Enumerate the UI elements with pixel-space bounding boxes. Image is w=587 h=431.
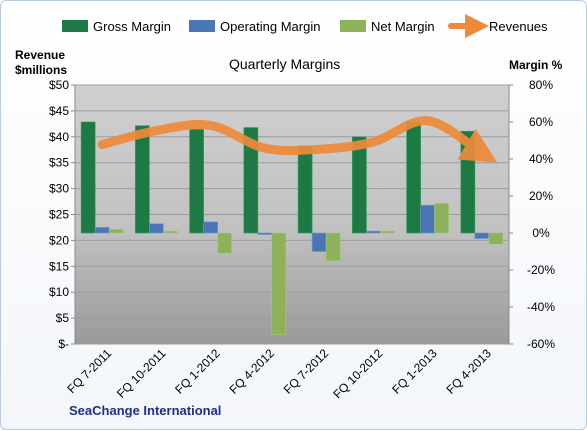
left-axis-tick-label: $30 bbox=[49, 182, 69, 196]
left-axis-title-line2: $millions bbox=[15, 63, 67, 77]
bar-net-margin bbox=[434, 203, 449, 234]
legend-swatch-net-margin bbox=[340, 20, 366, 32]
x-axis-tick-label: FQ 10-2011 bbox=[114, 346, 169, 401]
right-axis-tick-label: -40% bbox=[527, 300, 555, 314]
bar-net-margin bbox=[380, 230, 395, 234]
left-axis-tick-label: $35 bbox=[49, 156, 69, 170]
x-axis-tick-label: FQ 4-2013 bbox=[444, 346, 495, 397]
x-axis-tick-label: FQ 10-2012 bbox=[330, 346, 385, 401]
right-axis-tick-label: 20% bbox=[529, 189, 553, 203]
bar-operating-margin bbox=[366, 230, 381, 234]
legend-label-revenues: Revenues bbox=[489, 19, 548, 34]
bar-operating-margin bbox=[203, 221, 218, 234]
bar-gross-margin bbox=[297, 145, 313, 234]
left-axis-tick-label: $15 bbox=[49, 259, 69, 273]
left-axis-tick-label: $25 bbox=[49, 208, 69, 222]
bar-operating-margin bbox=[94, 227, 110, 234]
bar-net-margin bbox=[271, 232, 287, 336]
legend-swatch-operating-margin bbox=[189, 20, 215, 32]
bar-net-margin bbox=[108, 229, 124, 234]
bar-operating-margin bbox=[474, 232, 490, 239]
x-axis-tick-label: FQ 7-2011 bbox=[64, 346, 114, 396]
left-axis-tick-label: $10 bbox=[49, 285, 69, 299]
bar-net-margin bbox=[488, 232, 504, 245]
legend-swatch-gross-margin bbox=[62, 20, 88, 32]
left-axis-tick-label: $20 bbox=[49, 233, 69, 247]
left-axis-tick-label: $50 bbox=[49, 78, 69, 92]
revenue-series-line bbox=[97, 116, 498, 163]
right-axis-tick-label: -20% bbox=[527, 263, 555, 277]
left-axis-title-line1: Revenue bbox=[15, 48, 65, 62]
bar-operating-margin bbox=[311, 232, 327, 252]
x-axis-tick-label: FQ 7-2012 bbox=[281, 346, 332, 397]
legend-label-operating-margin: Operating Margin bbox=[220, 19, 320, 34]
legend-label-net-margin: Net Margin bbox=[371, 19, 435, 34]
bar-gross-margin bbox=[406, 121, 421, 234]
bar-gross-margin bbox=[352, 136, 367, 234]
bar-net-margin bbox=[217, 232, 232, 254]
right-axis-tick-label: 40% bbox=[529, 152, 553, 166]
legend: Gross Margin Operating Margin Net Margin… bbox=[62, 14, 548, 38]
right-axis-tick-label: 60% bbox=[529, 115, 553, 129]
right-axis-tick-label: 0% bbox=[532, 226, 550, 240]
left-axis-tick-label: $45 bbox=[49, 104, 69, 118]
right-axis-ticks: 80% 60% 40% 20% 0% -20% -40% -60% bbox=[509, 78, 555, 351]
left-axis-tick-label: $5 bbox=[56, 311, 70, 325]
x-axis-tick-label: FQ 1-2013 bbox=[389, 346, 440, 397]
bar-gross-margin bbox=[243, 127, 259, 234]
bar-gross-margin bbox=[189, 129, 204, 234]
left-axis-ticks: $50 $45 $40 $35 $30 $25 $20 $15 $10 $5 $- bbox=[49, 78, 75, 351]
bar-net-margin bbox=[163, 230, 178, 234]
revenue-line bbox=[97, 116, 498, 163]
left-axis-tick-label: $- bbox=[58, 337, 69, 351]
x-axis-tick-label: FQ 4-2012 bbox=[227, 346, 278, 397]
right-axis-title: Margin % bbox=[509, 58, 563, 72]
right-axis-tick-label: -60% bbox=[527, 337, 555, 351]
bar-gross-margin bbox=[80, 121, 96, 234]
left-axis-tick-label: $40 bbox=[49, 130, 69, 144]
x-axis-tick-label: FQ 1-2012 bbox=[172, 346, 223, 397]
bar-gross-margin bbox=[135, 125, 150, 234]
bar-operating-margin bbox=[257, 232, 273, 235]
right-axis-tick-label: 80% bbox=[529, 78, 553, 92]
bar-net-margin bbox=[325, 232, 341, 262]
bar-operating-margin bbox=[149, 223, 164, 234]
x-axis-ticks: FQ 7-2011 FQ 10-2011 FQ 1-2012 FQ 4-2012 FQ … bbox=[64, 346, 494, 401]
footer-company-name: SeaChange International bbox=[69, 403, 221, 418]
legend-label-gross-margin: Gross Margin bbox=[93, 19, 171, 34]
bar-operating-margin bbox=[420, 204, 435, 234]
chart-title: Quarterly Margins bbox=[229, 56, 340, 72]
